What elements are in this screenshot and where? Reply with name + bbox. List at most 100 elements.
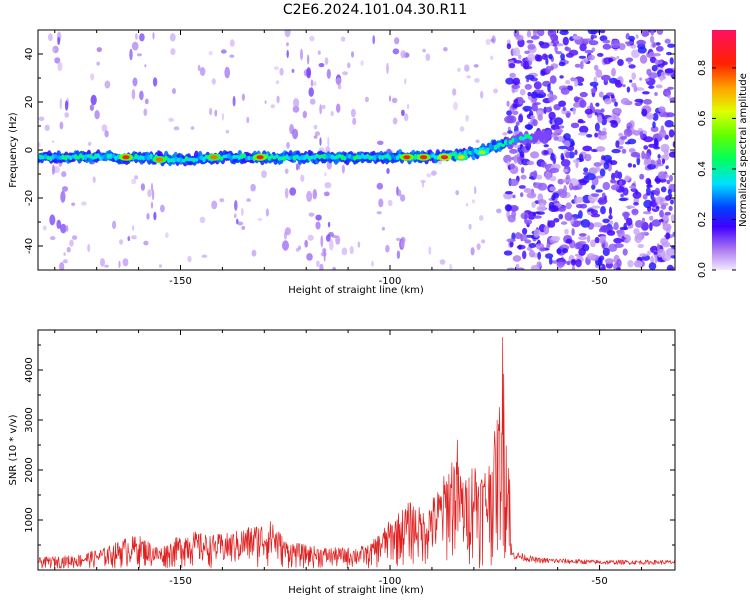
noise-blob	[168, 117, 175, 122]
noise-blob	[631, 208, 639, 216]
noise-blob	[622, 211, 630, 218]
noise-blob	[536, 261, 542, 268]
noise-blob	[570, 77, 576, 82]
noise-blob	[578, 248, 586, 256]
noise-blob	[643, 145, 649, 150]
noise-blob	[553, 104, 561, 111]
noise-blob	[165, 232, 169, 239]
noise-blob	[64, 100, 69, 111]
noise-blob	[563, 133, 571, 141]
noise-blob	[586, 173, 596, 181]
noise-blob	[660, 154, 670, 161]
noise-blob	[627, 163, 633, 168]
noise-blob	[577, 118, 584, 123]
noise-blob	[578, 210, 583, 219]
noise-blob	[337, 84, 342, 90]
noise-blob	[509, 178, 519, 187]
noise-blob	[530, 115, 535, 120]
noise-blob	[549, 167, 560, 174]
noise-blob	[552, 157, 556, 165]
noise-blob	[512, 110, 519, 116]
noise-blob	[197, 64, 201, 72]
noise-blob	[400, 50, 407, 59]
noise-blob	[151, 189, 155, 201]
noise-blob	[565, 47, 572, 52]
noise-blob	[562, 106, 566, 112]
noise-blob	[644, 78, 650, 82]
noise-blob	[279, 67, 284, 76]
noise-blob	[90, 73, 95, 81]
colorbar-tick-label: 0.0	[697, 262, 708, 278]
noise-blob	[332, 266, 337, 270]
noise-blob	[660, 143, 670, 153]
signal-hotspot-core	[478, 150, 486, 155]
noise-blob	[52, 140, 55, 144]
noise-blob	[558, 100, 566, 107]
noise-blob	[315, 214, 322, 221]
noise-blob	[211, 200, 218, 210]
noise-blob	[307, 234, 314, 241]
spectrogram-x-tick-label: -50	[591, 276, 607, 287]
noise-blob	[336, 103, 341, 113]
spectrogram-y-tick-label: 0	[24, 147, 35, 153]
noise-blob	[636, 39, 646, 46]
noise-blob	[371, 260, 374, 267]
noise-blob	[57, 36, 61, 46]
noise-blob	[509, 148, 518, 154]
noise-blob	[90, 94, 97, 106]
noise-blob	[282, 240, 289, 251]
noise-blob	[131, 89, 136, 100]
spectrogram-heatmap	[38, 30, 675, 270]
noise-blob	[531, 103, 538, 112]
noise-blob	[579, 203, 588, 209]
noise-blob	[502, 132, 508, 136]
noise-blob	[586, 235, 591, 243]
noise-blob	[657, 154, 661, 159]
noise-blob	[246, 116, 250, 124]
noise-blob	[509, 240, 514, 248]
noise-blob	[669, 174, 673, 182]
noise-blob	[545, 65, 552, 74]
noise-blob	[587, 30, 597, 35]
noise-blob	[530, 35, 540, 40]
noise-blob	[118, 260, 121, 269]
noise-blob	[634, 102, 642, 107]
noise-blob	[642, 31, 650, 37]
signal-band-core	[136, 155, 141, 161]
noise-blob	[609, 206, 612, 216]
noise-blob	[286, 141, 290, 149]
noise-blob	[481, 239, 486, 244]
noise-blob	[609, 160, 618, 166]
noise-blob	[439, 259, 446, 265]
noise-blob	[562, 178, 571, 183]
noise-blob	[335, 235, 341, 245]
noise-blob	[152, 77, 158, 87]
noise-blob	[629, 79, 633, 83]
noise-blob	[655, 205, 660, 210]
noise-blob	[518, 244, 522, 250]
noise-blob	[537, 251, 541, 260]
noise-blob	[241, 93, 245, 102]
signal-band-core	[393, 155, 397, 161]
noise-blob	[237, 221, 244, 226]
noise-blob	[515, 264, 520, 268]
noise-blob	[664, 211, 671, 216]
noise-blob	[524, 50, 530, 54]
noise-blob	[539, 247, 546, 252]
noise-blob	[201, 254, 208, 258]
noise-blob	[620, 135, 628, 140]
noise-blob	[654, 187, 661, 197]
signal-band-core	[187, 157, 191, 162]
noise-blob	[602, 43, 612, 50]
noise-blob	[387, 199, 393, 207]
noise-blob	[564, 228, 569, 235]
signal-hotspot-core	[403, 155, 411, 160]
spectrogram-y-tick-label: -20	[24, 190, 35, 206]
noise-blob	[240, 207, 244, 217]
noise-blob	[553, 128, 564, 134]
noise-blob	[289, 187, 297, 196]
noise-blob	[449, 263, 453, 270]
noise-blob	[312, 189, 317, 200]
noise-blob	[71, 202, 76, 206]
noise-blob	[331, 234, 337, 239]
